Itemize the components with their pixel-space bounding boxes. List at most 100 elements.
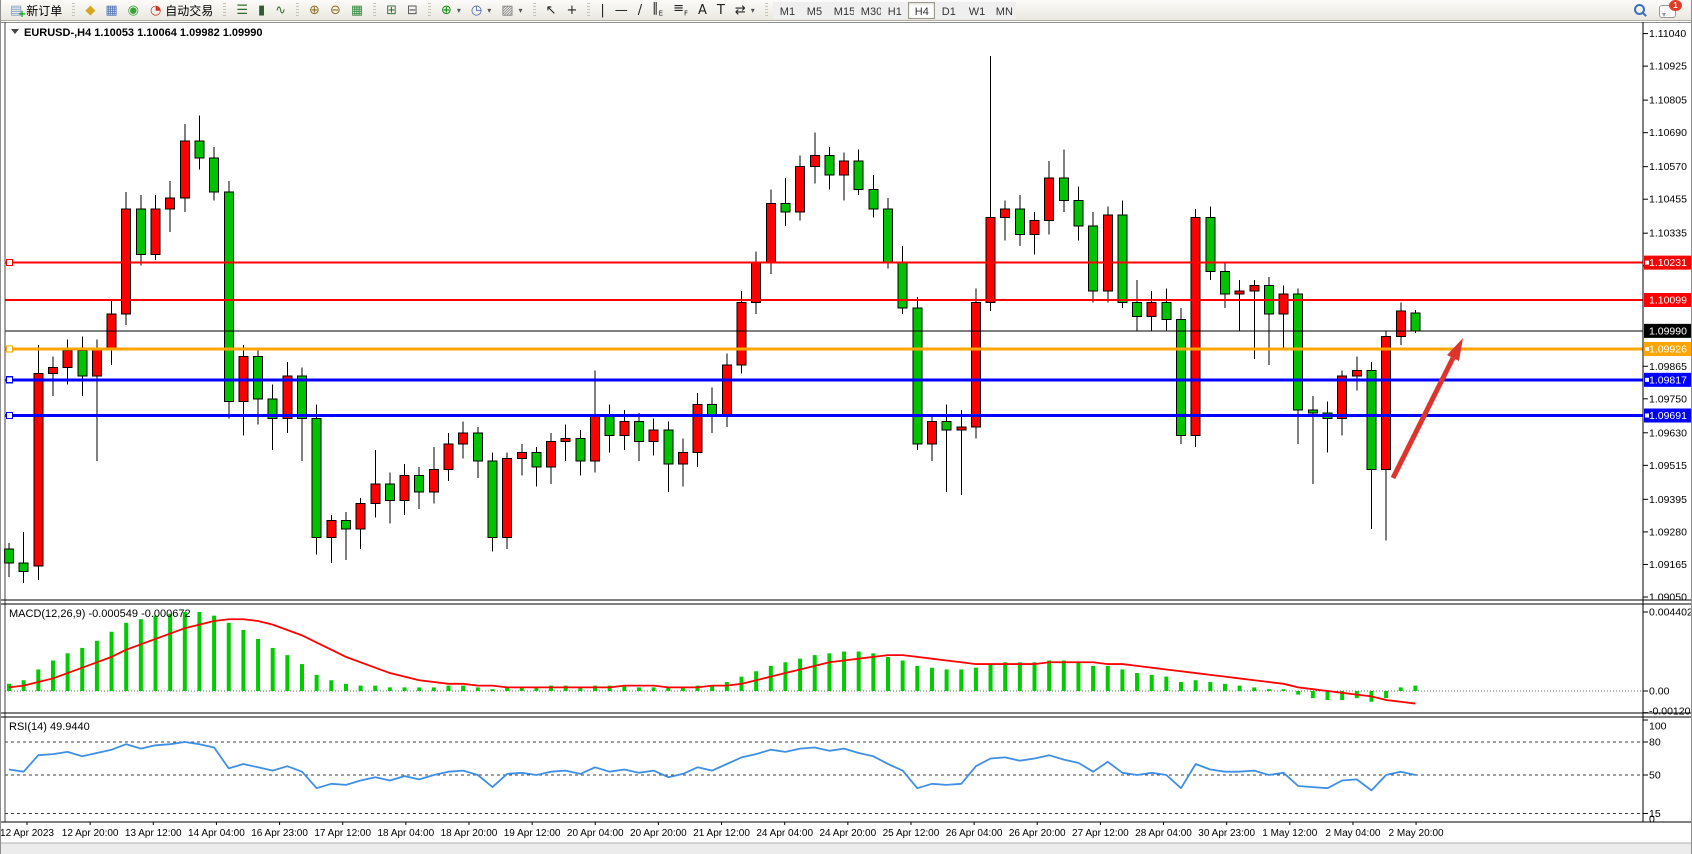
equidistant-channel-button[interactable]: ∥E (647, 1, 668, 19)
timeframe-button-m15[interactable]: M15 (826, 1, 855, 19)
signals-icon: ◉ (127, 2, 139, 18)
price-tick-label: 1.09515 (1649, 460, 1687, 472)
macd-bar (285, 655, 290, 691)
trendline-button[interactable]: / (633, 1, 647, 19)
chat-icon: 1 (1659, 0, 1682, 18)
macd-bar (358, 685, 363, 691)
candle-body (663, 429, 674, 465)
macd-bar (856, 651, 861, 691)
indicators-icon: ⊕ (440, 2, 452, 18)
text-button[interactable]: A (693, 1, 712, 19)
panel-frame (1, 22, 1691, 854)
candle-body (1073, 200, 1084, 227)
candle-body (62, 350, 73, 369)
zoom-in-button[interactable]: ⊕ (304, 1, 325, 19)
price-axis[interactable]: 1.11040 1.10925 1.10805 1.10690 1.10570 1.104… (1643, 28, 1692, 826)
support-line-2-anchor[interactable] (5, 411, 14, 420)
candle-body (1029, 219, 1040, 236)
toolbar-grip (764, 3, 768, 17)
price-tick-label: 1.09280 (1649, 526, 1687, 538)
price-tick-label: 1.10570 (1649, 161, 1687, 173)
pivot-line-anchor[interactable] (5, 345, 14, 353)
timeframe-button-h4[interactable]: H4 (907, 1, 935, 19)
indicators-button[interactable]: ⊕ ▾ (436, 1, 466, 19)
templates-button[interactable]: ▨ ▾ (496, 1, 527, 19)
support-line-1-anchor[interactable] (5, 376, 14, 384)
price-badge-label: 1.10231 (1649, 257, 1687, 269)
candle-body (926, 420, 937, 445)
new-order-label: 新订单 (26, 3, 63, 18)
market-watch-button[interactable]: ◆ (80, 1, 100, 19)
chevron-down-icon: ▾ (456, 5, 461, 15)
auto-trading-button[interactable]: ◔ 自动交易 (145, 1, 218, 19)
macd-bar (461, 685, 466, 691)
ohlc-bars-button[interactable]: ☰ (231, 1, 253, 19)
crosshair-button[interactable]: + (561, 1, 582, 19)
candlestick-series (4, 56, 1421, 583)
toolbar-grip (532, 3, 536, 17)
plus-icon: + (17, 8, 27, 20)
resistance-line-1-anchor[interactable] (5, 259, 14, 267)
chevron-down-icon: ▾ (487, 5, 492, 15)
macd-bar (1252, 687, 1257, 691)
candle-body (853, 160, 864, 190)
candlestick-button[interactable]: ▮ (253, 1, 270, 19)
periods-button[interactable]: ◷ ▾ (466, 1, 496, 19)
timeframe-button-m1[interactable]: M1 (772, 1, 800, 19)
trend-arrow[interactable] (1390, 338, 1463, 480)
text-label-button[interactable]: T (712, 1, 730, 19)
timeframe-button-d1[interactable]: D1 (934, 1, 962, 19)
terminal-button[interactable]: ▦ (100, 1, 122, 19)
macd-bar (1149, 674, 1154, 691)
notifications-button[interactable]: 1 (1654, 0, 1682, 19)
tile-windows-button[interactable]: ▦ (346, 1, 368, 19)
time-tick-label: 18 Apr 04:00 (377, 828, 434, 839)
price-tick-label: 1.10690 (1649, 127, 1687, 139)
track-chart-button[interactable]: ⊟ (402, 1, 423, 19)
timeframe-button-m30[interactable]: M30 (853, 1, 882, 19)
chart-title: EURUSD-,H4 1.10053 1.10064 1.09982 1.099… (24, 27, 263, 39)
candle-body (1410, 312, 1421, 332)
line-chart-icon: ∿ (275, 2, 287, 18)
auto-arrange-button[interactable]: ⊞ (381, 1, 402, 19)
macd-bar (1208, 682, 1213, 691)
timeframe-button-w1[interactable]: W1 (961, 1, 989, 19)
fibonacci-button[interactable]: ≡F (668, 1, 693, 19)
candle-body (223, 191, 234, 403)
time-tick-label: 13 Apr 12:00 (125, 828, 182, 839)
horizontal-line-button[interactable]: — (610, 1, 633, 19)
cursor-button[interactable]: ↖ (541, 1, 562, 19)
line-chart-button[interactable]: ∿ (270, 1, 291, 19)
chart-area[interactable]: 1.11040 1.10925 1.10805 1.10690 1.10570 1.104… (1, 22, 1692, 854)
symbol-dropdown-icon[interactable] (11, 29, 19, 34)
candle-body (780, 202, 791, 213)
arrows-button[interactable]: ⇄ ▾ (730, 1, 760, 19)
candle-body (1117, 214, 1128, 304)
time-tick-label: 1 May 12:00 (1262, 828, 1317, 839)
toolbar-grip (223, 3, 227, 17)
price-badge-1.10099 (1644, 293, 1691, 307)
price-badge-1.09990 (1644, 323, 1691, 338)
new-order-button[interactable]: ▤ + 新订单 (5, 1, 67, 20)
timeframe-button-h1[interactable]: H1 (880, 1, 908, 19)
candle-body (970, 302, 981, 428)
vertical-line-button[interactable]: | (595, 1, 609, 19)
candle-body (487, 460, 498, 539)
signals-button[interactable]: ◉ (123, 1, 144, 19)
candle-body (194, 140, 205, 159)
macd-bar (446, 685, 451, 691)
candle-body (4, 548, 14, 564)
auto-trading-label: 自动交易 (165, 3, 214, 18)
rsi-tick-label: 15 (1649, 808, 1661, 820)
candle-body (677, 452, 688, 465)
candle-body (575, 437, 586, 462)
timeframe-button-m5[interactable]: M5 (799, 1, 827, 19)
search-button[interactable] (1628, 1, 1653, 19)
price-tick-label: 1.09865 (1649, 361, 1687, 373)
zoom-out-button[interactable]: ⊖ (325, 1, 346, 19)
macd-bar (124, 622, 129, 691)
macd-bar (636, 687, 641, 691)
timeframe-button-mn[interactable]: MN (988, 1, 1016, 19)
time-axis[interactable]: 12 Apr 2023 12 Apr 20:00 13 Apr 12:00 14 Ap… (1, 822, 1444, 839)
clock-icon: ◷ (470, 2, 483, 18)
